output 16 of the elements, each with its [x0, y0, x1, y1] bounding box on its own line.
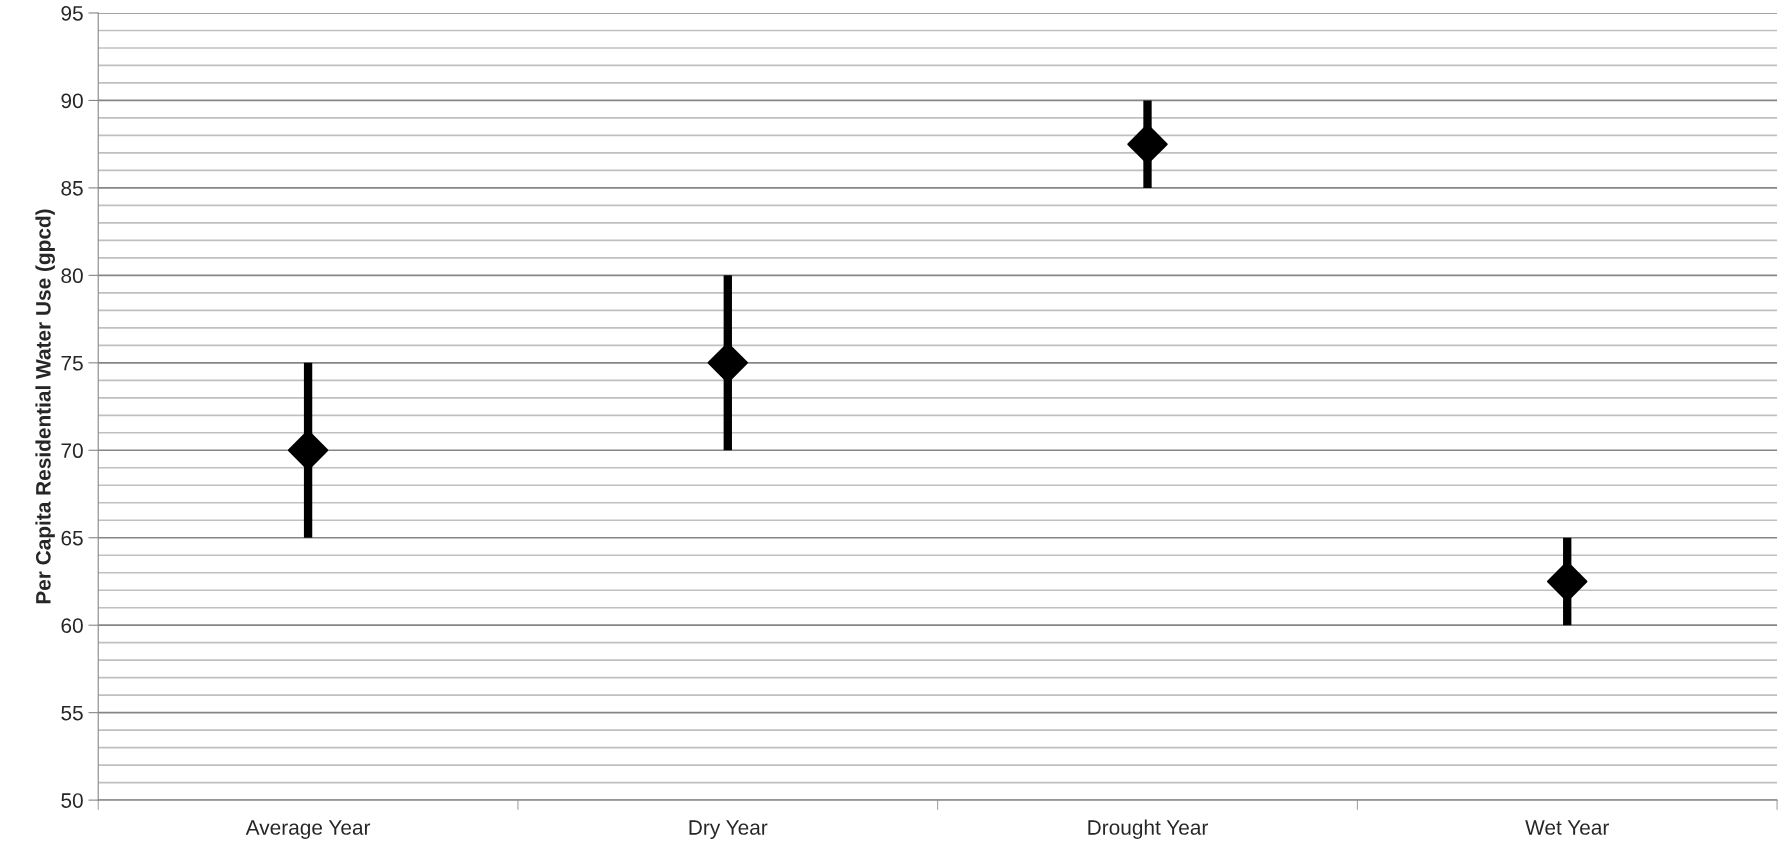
- x-tick-label: Dry Year: [689, 820, 768, 839]
- y-tick-label: 65: [61, 530, 83, 546]
- y-tick-label: 85: [61, 180, 83, 196]
- x-tick-label: Average Year: [245, 820, 371, 839]
- point: [1546, 561, 1588, 602]
- y-tick-label: 80: [61, 268, 83, 284]
- y-tick-label: 50: [61, 793, 83, 808]
- y-tick-label: 60: [61, 618, 83, 633]
- y-tick-label: 70: [61, 443, 83, 459]
- y-tick-label: 95: [61, 5, 83, 21]
- y-axis-title: Per Capita Residential Water Use (gpcd): [35, 209, 55, 604]
- y-tick-label: 75: [61, 356, 83, 371]
- y-tick-label: 90: [61, 93, 83, 109]
- x-tick-label: Drought Year: [1088, 819, 1208, 839]
- x-tick-label: Wet Year: [1525, 820, 1609, 835]
- y-tick-label: 55: [61, 705, 83, 721]
